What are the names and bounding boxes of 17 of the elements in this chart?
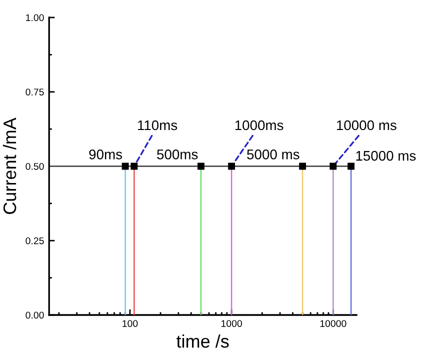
annotation: 5000 ms [247, 150, 300, 160]
y-tick-label: 0.75 [26, 88, 44, 96]
annotation: 10000 ms [336, 120, 396, 130]
annotation: 15000 ms [356, 150, 416, 161]
x-tick-label: 100 [122, 320, 138, 327]
y-axis-title: Current /mA [2, 118, 16, 214]
x-tick-label: 1000 [221, 320, 242, 327]
y-tick-label: 0.25 [26, 237, 44, 244]
x-tick-label: 10000 [320, 320, 346, 327]
y-tick-label: 0.50 [26, 162, 44, 170]
y-tick-label: 1.00 [26, 14, 44, 22]
annotation: 1000ms [235, 120, 284, 130]
annotation: 500ms [157, 150, 198, 160]
annotation: 90ms [89, 150, 122, 160]
y-tick-label: 0.00 [26, 312, 44, 319]
x-axis-title: time /s [176, 334, 229, 348]
annotation: 110ms [138, 120, 178, 130]
